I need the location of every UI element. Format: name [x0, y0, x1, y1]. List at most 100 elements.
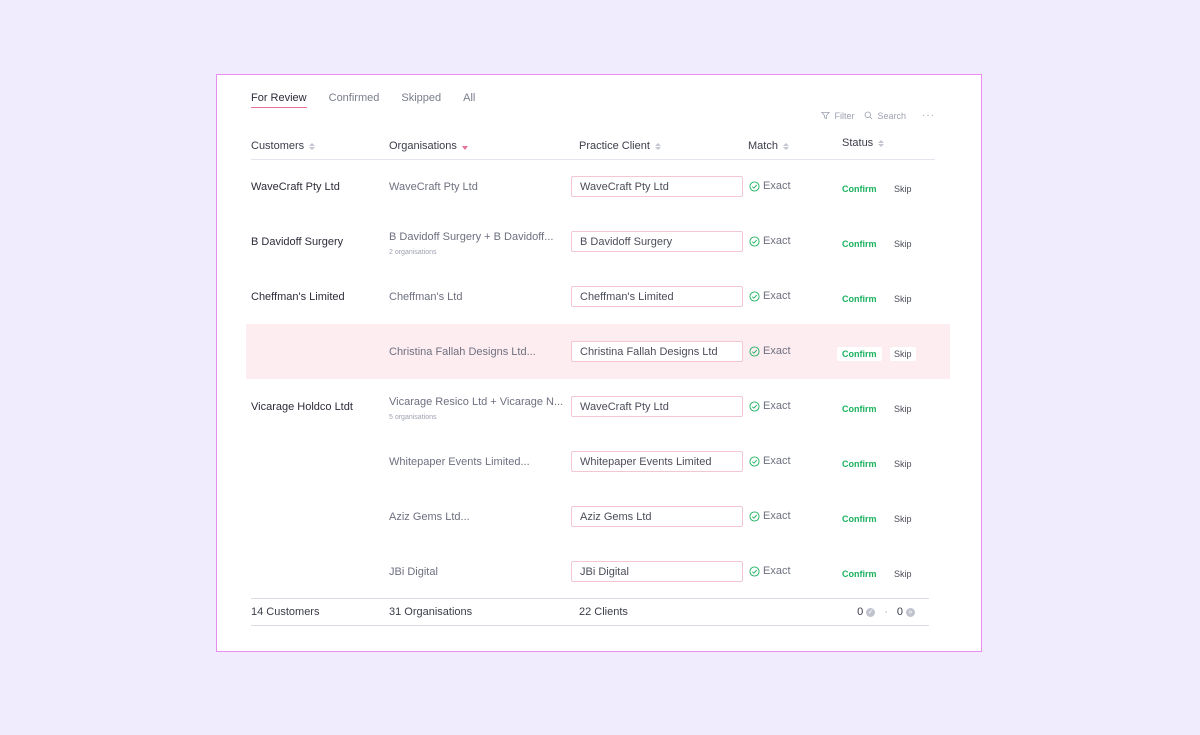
organisation-name: JBi Digital — [389, 566, 438, 578]
confirm-button[interactable]: Confirm — [842, 184, 877, 194]
confirm-button[interactable]: Confirm — [842, 404, 877, 414]
status-counts: 0 ✓ · 0 » — [857, 606, 915, 618]
practice-client-input[interactable] — [571, 561, 743, 582]
customer-name: WaveCraft Pty Ltd — [251, 181, 340, 193]
sort-icon — [782, 142, 789, 150]
customer-name: Vicarage Holdco Ltdt — [251, 401, 353, 413]
skip-button[interactable]: Skip — [890, 347, 916, 361]
table-row: WaveCraft Pty Ltd WaveCraft Pty Ltd Exac… — [217, 159, 981, 214]
filter-label: Filter — [834, 110, 855, 121]
column-label: Customers — [251, 140, 305, 152]
practice-client-input[interactable] — [571, 286, 743, 307]
column-header-practice-client[interactable]: Practice Client — [579, 140, 661, 152]
confirmed-icon: ✓ — [866, 607, 876, 617]
table-row-highlighted: Christina Fallah Designs Ltd... Exact Co… — [246, 324, 950, 379]
more-options-icon[interactable]: ··· — [922, 110, 935, 121]
check-circle-icon — [749, 235, 760, 247]
table-row: B Davidoff Surgery B Davidoff Surgery + … — [217, 214, 981, 269]
check-circle-icon — [749, 400, 760, 412]
column-label: Practice Client — [579, 140, 650, 152]
practice-client-input[interactable] — [571, 396, 743, 417]
match-label: Exact — [763, 565, 791, 577]
match-label: Exact — [763, 180, 791, 192]
skipped-count: 0 — [896, 606, 903, 618]
search-icon — [865, 111, 873, 120]
skip-button[interactable]: Skip — [894, 184, 912, 194]
practice-client-input[interactable] — [571, 506, 743, 527]
organisation-name: WaveCraft Pty Ltd — [389, 181, 478, 193]
match-label: Exact — [763, 235, 791, 247]
confirm-button[interactable]: Confirm — [842, 514, 877, 524]
skip-button[interactable]: Skip — [894, 294, 912, 304]
sort-icon — [309, 142, 316, 150]
practice-client-input[interactable] — [571, 176, 743, 197]
column-label: Status — [842, 137, 874, 149]
match-label: Exact — [763, 455, 791, 467]
tab-confirmed[interactable]: Confirmed — [328, 92, 380, 104]
skipped-icon: » — [906, 607, 915, 617]
match-label: Exact — [763, 510, 791, 522]
skip-button[interactable]: Skip — [894, 569, 912, 579]
match-status: Exact — [749, 510, 791, 522]
organisation-name: Christina Fallah Designs Ltd... — [389, 346, 536, 358]
practice-client-input[interactable] — [571, 451, 743, 472]
confirmed-count: 0 — [857, 606, 864, 618]
tab-for-review[interactable]: For Review — [251, 92, 307, 108]
practice-client-input[interactable] — [571, 341, 743, 362]
column-header-match[interactable]: Match — [748, 140, 789, 152]
match-status: Exact — [749, 180, 791, 192]
match-status: Exact — [749, 235, 791, 247]
skip-button[interactable]: Skip — [894, 459, 912, 469]
filter-icon — [821, 111, 831, 120]
search-label: Search — [877, 110, 906, 121]
organisations-total: 31 Organisations — [389, 606, 473, 618]
match-status: Exact — [749, 400, 791, 412]
tab-all[interactable]: All — [463, 92, 476, 104]
separator: · — [884, 606, 888, 618]
check-circle-icon — [749, 290, 760, 302]
column-label: Match — [748, 140, 778, 152]
check-circle-icon — [749, 345, 760, 357]
customer-name: Cheffman's Limited — [251, 291, 345, 303]
sort-icon — [878, 139, 885, 147]
organisation-name: Whitepaper Events Limited... — [389, 456, 530, 468]
match-status: Exact — [749, 455, 791, 467]
filter-button[interactable]: Filter — [821, 111, 854, 121]
match-status: Exact — [749, 290, 791, 302]
match-label: Exact — [763, 400, 791, 412]
customers-total: 14 Customers — [251, 606, 320, 618]
organisation-count: 2 organisations — [389, 249, 437, 256]
confirm-button[interactable]: Confirm — [842, 459, 877, 469]
skip-button[interactable]: Skip — [894, 514, 912, 524]
organisation-name: B Davidoff Surgery + B Davidoff... — [389, 231, 554, 243]
column-header-customers[interactable]: Customers — [251, 140, 316, 152]
column-header-organisations[interactable]: Organisations — [389, 140, 468, 152]
tab-skipped[interactable]: Skipped — [401, 92, 442, 104]
practice-client-input[interactable] — [571, 231, 743, 252]
skip-button[interactable]: Skip — [894, 404, 912, 414]
tab-bar: For Review Confirmed Skipped All — [251, 92, 475, 108]
clients-total: 22 Clients — [579, 606, 628, 618]
match-status: Exact — [749, 345, 791, 357]
table-row: Whitepaper Events Limited... Exact Confi… — [217, 434, 981, 489]
table-row: Aziz Gems Ltd... Exact Confirm Skip — [217, 489, 981, 544]
confirm-button[interactable]: Confirm — [837, 347, 882, 361]
match-label: Exact — [763, 290, 791, 302]
search-button[interactable]: Search — [864, 111, 906, 121]
table-row: Cheffman's Limited Cheffman's Ltd Exact … — [217, 269, 981, 324]
confirm-button[interactable]: Confirm — [842, 569, 877, 579]
column-header-status[interactable]: Status — [842, 137, 885, 149]
match-status: Exact — [749, 565, 791, 577]
confirm-button[interactable]: Confirm — [842, 239, 877, 249]
customer-name: B Davidoff Surgery — [251, 236, 344, 248]
match-label: Exact — [763, 345, 791, 357]
skip-button[interactable]: Skip — [894, 239, 912, 249]
table-row: JBi Digital Exact Confirm Skip — [217, 544, 981, 599]
table-header: Customers Organisations Practice Client … — [251, 137, 935, 160]
column-label: Organisations — [389, 140, 457, 152]
confirm-button[interactable]: Confirm — [842, 294, 877, 304]
organisation-count: 5 organisations — [389, 414, 437, 421]
review-card: For Review Confirmed Skipped All Filter … — [216, 74, 982, 652]
check-circle-icon — [749, 455, 760, 467]
toolbar: Filter Search ··· — [821, 110, 935, 121]
